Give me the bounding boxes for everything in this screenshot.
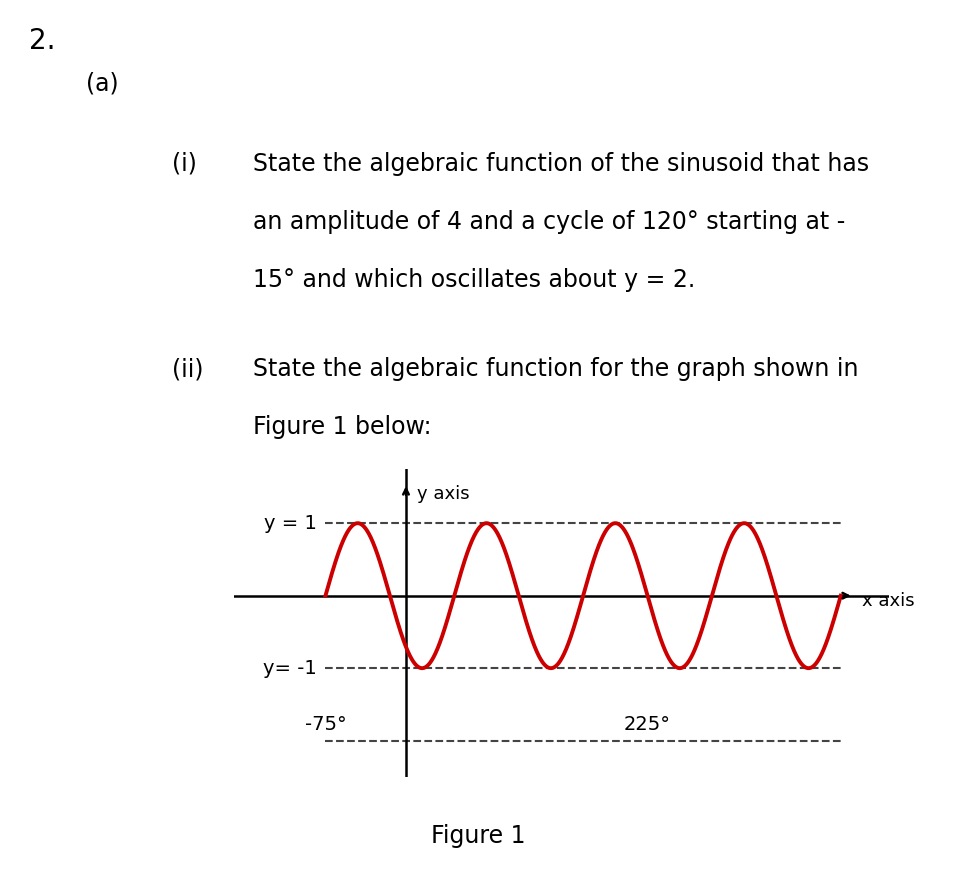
- Text: y= -1: y= -1: [263, 659, 316, 678]
- Text: (a): (a): [86, 71, 119, 96]
- Text: Figure 1: Figure 1: [431, 824, 525, 848]
- Text: State the algebraic function for the graph shown in: State the algebraic function for the gra…: [253, 357, 858, 381]
- Text: 2.: 2.: [29, 27, 55, 54]
- Text: (ii): (ii): [172, 357, 204, 381]
- Text: Figure 1 below:: Figure 1 below:: [253, 415, 432, 439]
- Text: -75°: -75°: [305, 715, 346, 734]
- Text: 225°: 225°: [624, 715, 671, 734]
- Text: (i): (i): [172, 152, 197, 176]
- Text: y axis: y axis: [417, 486, 469, 504]
- Text: y = 1: y = 1: [264, 513, 316, 533]
- Text: State the algebraic function of the sinusoid that has: State the algebraic function of the sinu…: [253, 152, 869, 176]
- Text: x axis: x axis: [862, 592, 915, 611]
- Text: an amplitude of 4 and a cycle of 120° starting at -: an amplitude of 4 and a cycle of 120° st…: [253, 210, 846, 234]
- Text: 15° and which oscillates about y = 2.: 15° and which oscillates about y = 2.: [253, 268, 696, 292]
